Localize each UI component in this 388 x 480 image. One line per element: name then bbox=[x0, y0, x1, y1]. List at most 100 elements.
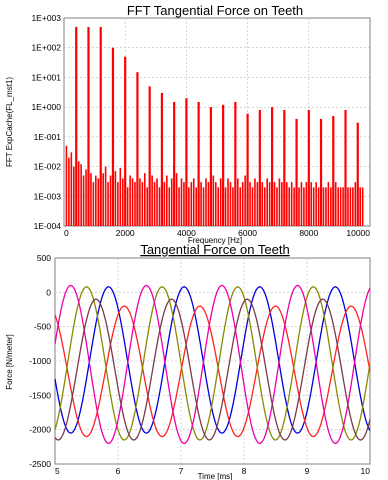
fft-noise-bar bbox=[212, 175, 215, 226]
fft-noise-bar bbox=[163, 182, 166, 226]
fft-noise-bar bbox=[109, 175, 112, 226]
force-y-tick-label: 0 bbox=[46, 287, 51, 297]
fft-peak-bar bbox=[295, 118, 298, 226]
fft-y-tick-label: 1E-002 bbox=[34, 162, 62, 172]
fft-x-tick-label: 0 bbox=[64, 228, 69, 238]
fft-noise-bar bbox=[180, 178, 183, 226]
fft-x-tick-label: 4000 bbox=[177, 228, 196, 238]
fft-noise-bar bbox=[300, 182, 303, 226]
fft-noise-bar bbox=[141, 182, 144, 226]
fft-noise-bar bbox=[290, 182, 293, 226]
fft-peak-bar bbox=[75, 26, 78, 227]
fft-noise-bar bbox=[349, 187, 352, 226]
fft-noise-bar bbox=[190, 182, 193, 226]
fft-peak-bar bbox=[136, 72, 139, 227]
fft-noise-bar bbox=[330, 187, 332, 226]
fft-x-tick-label: 10000 bbox=[346, 228, 370, 238]
fft-noise-bar bbox=[310, 182, 313, 226]
fft-noise-bar bbox=[256, 182, 259, 226]
fft-y-tick-label: 1E+000 bbox=[31, 102, 61, 112]
fft-noise-bar bbox=[285, 182, 288, 226]
fft-noise-bar bbox=[68, 157, 70, 226]
force-x-tick-labels: 5 6 7 8 9 10 bbox=[55, 466, 370, 476]
fft-noise-bar bbox=[97, 178, 100, 226]
fft-noise-bar bbox=[129, 175, 131, 226]
fft-peak-bar bbox=[111, 47, 115, 226]
fft-noise-bar bbox=[322, 187, 325, 226]
fft-noise-bar bbox=[249, 182, 251, 226]
fft-noise-bar bbox=[237, 178, 239, 226]
fft-peak-bar bbox=[222, 104, 225, 226]
force-series-line-3 bbox=[54, 286, 371, 441]
fft-noise-bar bbox=[82, 175, 85, 226]
force-x-axis-label: Time [ms] bbox=[198, 472, 233, 480]
fft-noise-bar bbox=[107, 182, 109, 226]
fft-noise-bar bbox=[261, 182, 264, 226]
fft-peak-bar bbox=[307, 110, 310, 226]
fft-noise-bar bbox=[251, 187, 254, 226]
fft-noise-bar bbox=[80, 164, 82, 226]
fft-noise-bar bbox=[359, 187, 362, 226]
fft-noise-bar bbox=[175, 173, 178, 226]
force-x-tick-label: 10 bbox=[361, 466, 371, 476]
fft-noise-bar bbox=[188, 187, 190, 226]
fft-noise-bar bbox=[293, 187, 295, 226]
fft-peak-bar bbox=[356, 122, 359, 226]
fft-noise-bar bbox=[166, 175, 168, 226]
fft-noise-bar bbox=[217, 187, 220, 226]
fft-noise-bar bbox=[288, 187, 291, 226]
fft-peak-bar bbox=[185, 98, 188, 226]
fft-noise-bar bbox=[337, 187, 339, 226]
fft-noise-bar bbox=[104, 166, 107, 226]
force-y-tick-label: 500 bbox=[37, 253, 51, 263]
fft-noise-bar bbox=[205, 178, 207, 226]
fft-peak-bar bbox=[148, 86, 151, 226]
fft-noise-bar bbox=[77, 161, 80, 226]
fft-y-axis-label: FFT ExpCache(FL_mst1) bbox=[5, 77, 14, 167]
fft-noise-bar bbox=[168, 187, 171, 226]
fft-noise-bar bbox=[254, 178, 256, 226]
fft-peak-bar bbox=[344, 110, 347, 226]
fft-y-tick-label: 1E-004 bbox=[34, 221, 62, 231]
fft-noise-bar bbox=[354, 182, 357, 226]
force-x-tick-label: 6 bbox=[116, 466, 121, 476]
force-y-tick-label: -500 bbox=[34, 322, 51, 332]
fft-noise-bar bbox=[95, 175, 97, 226]
fft-noise-bar bbox=[102, 173, 104, 226]
fft-noise-bar bbox=[143, 173, 146, 226]
fft-noise-bar bbox=[195, 187, 197, 226]
fft-noise-bar bbox=[214, 182, 217, 226]
fft-noise-bar bbox=[114, 171, 117, 226]
force-x-tick-label: 9 bbox=[305, 466, 310, 476]
force-y-tick-label: -1500 bbox=[29, 390, 51, 400]
fft-x-tick-labels: 0 2000 4000 6000 8000 10000 bbox=[64, 228, 370, 238]
fft-noise-bar bbox=[342, 187, 344, 226]
fft-peak-bar bbox=[197, 101, 200, 226]
fft-noise-bar bbox=[263, 187, 266, 226]
fft-noise-bar bbox=[315, 182, 317, 226]
fft-noise-bar bbox=[192, 178, 195, 226]
fft-noise-bar bbox=[119, 167, 122, 226]
fft-noise-bar bbox=[232, 187, 234, 226]
fft-peak-bar bbox=[209, 107, 212, 226]
fft-noise-bar bbox=[266, 178, 268, 226]
force-x-tick-label: 7 bbox=[179, 466, 184, 476]
fft-noise-bar bbox=[325, 187, 327, 226]
fft-noise-bar bbox=[207, 182, 210, 226]
fft-bars bbox=[65, 26, 364, 227]
fft-noise-bar bbox=[121, 178, 124, 226]
fft-x-tick-label: 6000 bbox=[238, 228, 257, 238]
fft-peak-bar bbox=[234, 101, 237, 226]
fft-noise-bar bbox=[65, 145, 68, 226]
force-series-lines bbox=[54, 284, 371, 445]
fft-peak-bar bbox=[246, 113, 249, 226]
fft-noise-bar bbox=[305, 182, 308, 226]
fft-noise-bar bbox=[224, 187, 227, 226]
force-chart-title: Tangential Force on Teeth bbox=[140, 242, 289, 257]
force-series-line-4 bbox=[54, 284, 371, 445]
fft-noise-bar bbox=[117, 182, 119, 226]
fft-noise-bar bbox=[170, 178, 173, 226]
fft-noise-bar bbox=[183, 182, 185, 226]
force-series-line-1 bbox=[54, 286, 371, 434]
